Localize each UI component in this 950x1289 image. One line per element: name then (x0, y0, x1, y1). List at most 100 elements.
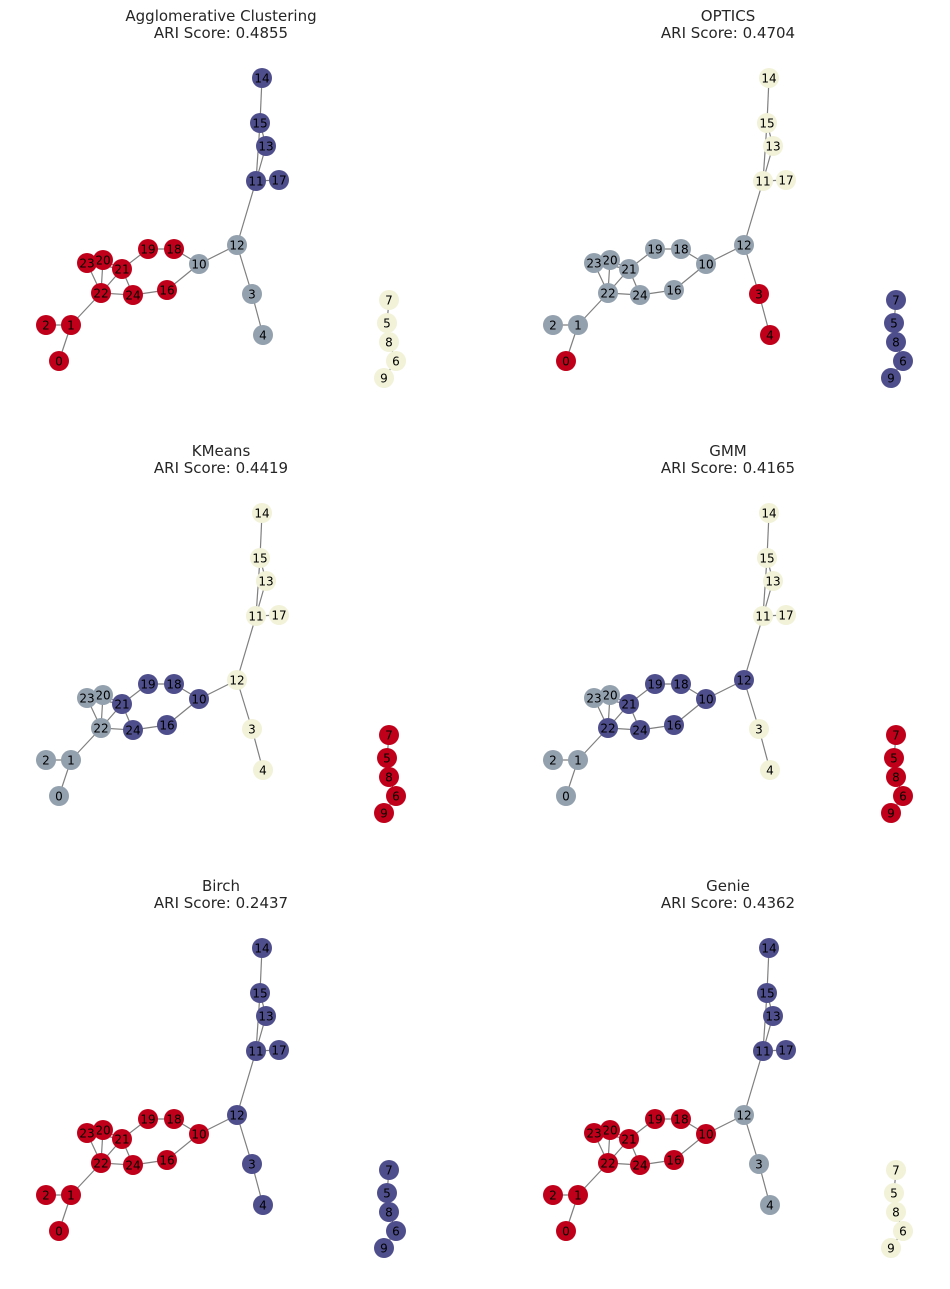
node-3 (242, 719, 262, 739)
node-label-0: 0 (562, 789, 570, 803)
edges (46, 947, 397, 1249)
node-16 (157, 1150, 177, 1170)
node-12 (734, 235, 754, 255)
node-14 (759, 68, 779, 88)
node-19 (138, 239, 158, 259)
node-label-7: 7 (385, 728, 393, 742)
node-label-21: 21 (621, 697, 636, 711)
node-24 (123, 285, 143, 305)
node-24 (630, 720, 650, 740)
node-label-3: 3 (755, 1157, 763, 1171)
node-2 (543, 750, 563, 770)
node-14 (252, 503, 272, 523)
edges (553, 512, 904, 814)
node-label-24: 24 (125, 288, 140, 302)
node-label-23: 23 (79, 256, 94, 270)
edge-12-11 (236, 1050, 257, 1116)
node-label-9: 9 (380, 806, 388, 820)
node-label-0: 0 (55, 789, 63, 803)
node-label-14: 14 (761, 71, 776, 85)
node-5 (884, 1183, 904, 1203)
node-label-5: 5 (383, 1186, 391, 1200)
node-label-21: 21 (621, 262, 636, 276)
node-7 (886, 290, 906, 310)
node-label-21: 21 (621, 1132, 636, 1146)
node-2 (36, 1185, 56, 1205)
edge-12-11 (743, 180, 764, 246)
node-label-13: 13 (765, 1009, 780, 1023)
node-label-22: 22 (600, 286, 615, 300)
node-label-19: 19 (140, 1112, 155, 1126)
node-label-1: 1 (574, 753, 582, 767)
node-label-19: 19 (647, 242, 662, 256)
node-label-24: 24 (125, 723, 140, 737)
node-label-12: 12 (736, 1108, 751, 1122)
node-14 (759, 938, 779, 958)
node-21 (619, 259, 639, 279)
node-label-20: 20 (602, 688, 617, 702)
node-label-6: 6 (899, 789, 907, 803)
node-label-17: 17 (778, 173, 793, 187)
node-9 (374, 368, 394, 388)
node-label-23: 23 (79, 691, 94, 705)
node-label-20: 20 (95, 253, 110, 267)
node-label-18: 18 (673, 1112, 688, 1126)
node-label-14: 14 (761, 506, 776, 520)
panel-score: ARI Score: 0.4419 (154, 459, 288, 477)
node-18 (164, 674, 184, 694)
node-12 (227, 1105, 247, 1125)
edge-12-11 (236, 180, 257, 246)
node-15 (757, 113, 777, 133)
node-23 (77, 688, 97, 708)
node-15 (757, 548, 777, 568)
node-label-3: 3 (248, 722, 256, 736)
edges (553, 77, 904, 379)
node-label-7: 7 (892, 293, 900, 307)
node-label-6: 6 (899, 1224, 907, 1238)
node-label-10: 10 (698, 692, 713, 706)
node-label-15: 15 (759, 986, 774, 1000)
node-21 (112, 1129, 132, 1149)
node-22 (91, 1153, 111, 1173)
node-10 (696, 689, 716, 709)
node-label-18: 18 (166, 242, 181, 256)
node-14 (759, 503, 779, 523)
node-label-9: 9 (887, 371, 895, 385)
node-24 (630, 1155, 650, 1175)
node-label-5: 5 (890, 1186, 898, 1200)
node-label-9: 9 (380, 371, 388, 385)
node-label-2: 2 (42, 318, 50, 332)
node-15 (250, 113, 270, 133)
node-14 (252, 938, 272, 958)
node-label-4: 4 (766, 328, 774, 342)
node-label-22: 22 (600, 721, 615, 735)
node-6 (893, 1221, 913, 1241)
node-3 (749, 284, 769, 304)
node-label-11: 11 (755, 174, 770, 188)
node-15 (250, 548, 270, 568)
node-9 (374, 1238, 394, 1258)
node-label-11: 11 (755, 609, 770, 623)
node-11 (246, 171, 266, 191)
node-6 (386, 1221, 406, 1241)
node-3 (242, 284, 262, 304)
node-label-7: 7 (385, 1163, 393, 1177)
node-5 (377, 1183, 397, 1203)
node-label-3: 3 (248, 1157, 256, 1171)
node-6 (386, 786, 406, 806)
node-label-8: 8 (892, 335, 900, 349)
node-10 (696, 254, 716, 274)
node-19 (138, 674, 158, 694)
node-8 (886, 1202, 906, 1222)
node-4 (760, 760, 780, 780)
node-label-19: 19 (647, 1112, 662, 1126)
node-label-17: 17 (271, 173, 286, 187)
node-label-6: 6 (899, 354, 907, 368)
node-label-23: 23 (586, 256, 601, 270)
